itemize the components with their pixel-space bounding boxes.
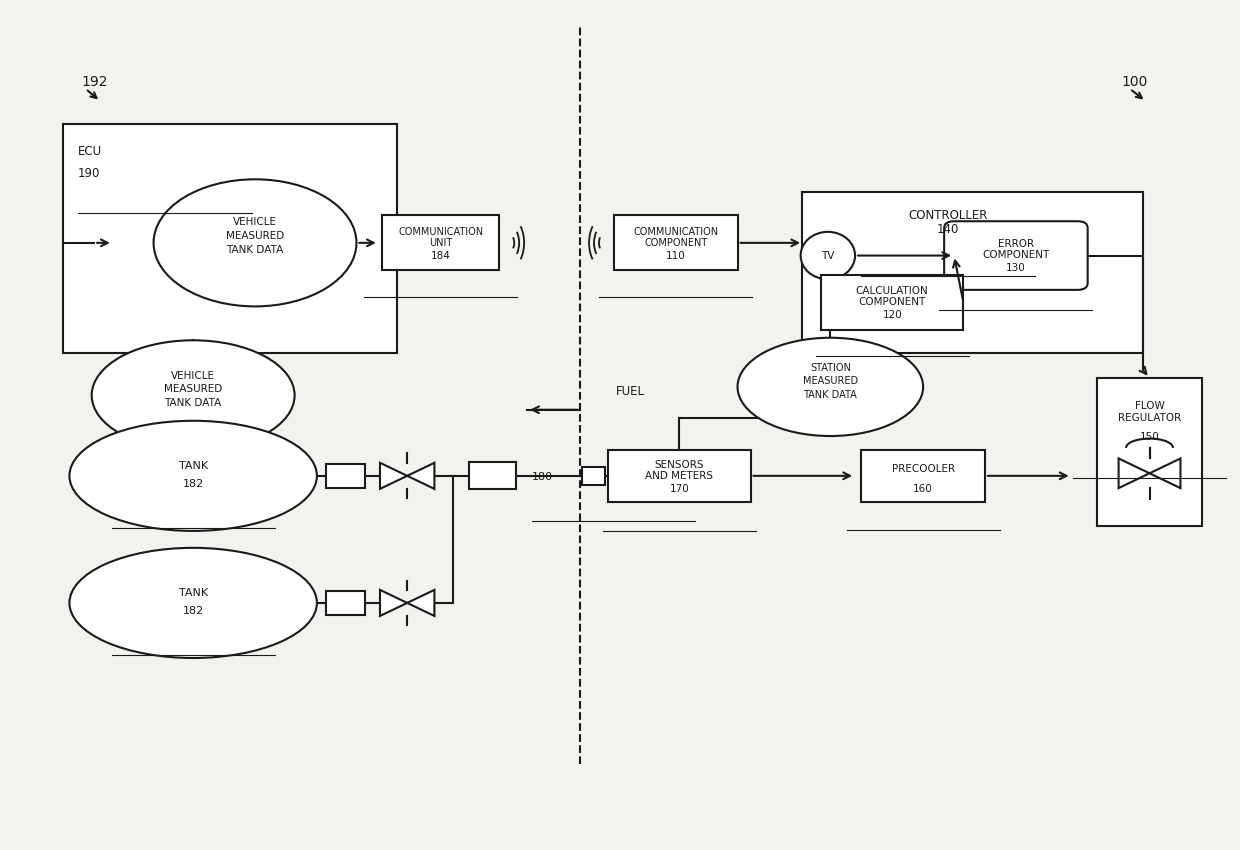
Text: 180: 180	[532, 472, 553, 482]
Text: 140: 140	[936, 223, 959, 235]
Text: TANK: TANK	[179, 461, 208, 471]
Bar	[614, 215, 738, 270]
Bar	[326, 464, 365, 488]
Text: UNIT: UNIT	[429, 238, 453, 248]
Text: 192: 192	[82, 75, 108, 89]
Text: 184: 184	[430, 251, 450, 261]
Text: STATION: STATION	[810, 363, 851, 373]
Text: VEHICLE: VEHICLE	[233, 217, 277, 227]
Text: COMPONENT: COMPONENT	[982, 250, 1049, 260]
Polygon shape	[1149, 458, 1180, 488]
Bar	[609, 450, 750, 502]
Text: MEASURED: MEASURED	[226, 231, 284, 241]
Text: COMPONENT: COMPONENT	[858, 298, 926, 307]
Text: VEHICLE: VEHICLE	[171, 371, 216, 381]
Ellipse shape	[69, 421, 317, 531]
Ellipse shape	[154, 179, 356, 306]
Text: REGULATOR: REGULATOR	[1118, 413, 1182, 423]
Ellipse shape	[92, 340, 295, 450]
Text: ECU: ECU	[78, 145, 102, 158]
Text: COMPONENT: COMPONENT	[644, 238, 707, 248]
Text: 182: 182	[182, 479, 203, 490]
Bar	[821, 275, 963, 330]
Polygon shape	[379, 462, 407, 489]
Text: TANK DATA: TANK DATA	[227, 246, 284, 256]
Text: CONTROLLER: CONTROLLER	[908, 209, 987, 222]
Bar	[583, 467, 605, 485]
Polygon shape	[1118, 458, 1149, 488]
Bar	[63, 124, 397, 353]
Bar	[862, 450, 985, 502]
Bar	[326, 591, 365, 615]
Text: 120: 120	[883, 310, 901, 320]
Text: 100: 100	[1121, 75, 1147, 89]
Text: 110: 110	[666, 251, 686, 261]
Polygon shape	[407, 462, 434, 489]
Text: FUEL: FUEL	[616, 384, 645, 398]
Text: 190: 190	[78, 167, 100, 179]
Ellipse shape	[738, 337, 923, 436]
Bar	[1097, 378, 1202, 526]
Text: TANK DATA: TANK DATA	[165, 398, 222, 408]
Text: TANK: TANK	[179, 587, 208, 598]
Text: MEASURED: MEASURED	[164, 384, 222, 394]
Text: AND METERS: AND METERS	[645, 471, 713, 481]
FancyBboxPatch shape	[944, 221, 1087, 290]
Polygon shape	[407, 590, 434, 616]
Text: 182: 182	[182, 606, 203, 616]
Bar	[802, 192, 1143, 353]
Text: FLOW: FLOW	[1135, 400, 1164, 411]
Text: COMMUNICATION: COMMUNICATION	[634, 227, 718, 237]
Ellipse shape	[69, 548, 317, 658]
Text: SENSORS: SENSORS	[655, 460, 704, 470]
Ellipse shape	[801, 232, 856, 280]
Polygon shape	[379, 590, 407, 616]
Bar	[382, 215, 500, 270]
Text: PRECOOLER: PRECOOLER	[892, 464, 955, 474]
Text: 170: 170	[670, 484, 689, 495]
Text: COMMUNICATION: COMMUNICATION	[398, 227, 484, 237]
Text: ERROR: ERROR	[998, 239, 1034, 249]
Text: 150: 150	[1140, 432, 1159, 442]
Text: TV: TV	[821, 251, 835, 261]
Text: CALCULATION: CALCULATION	[856, 286, 929, 296]
Text: TANK DATA: TANK DATA	[804, 389, 857, 400]
Text: 160: 160	[913, 484, 932, 494]
Text: MEASURED: MEASURED	[802, 376, 858, 386]
Text: 130: 130	[1006, 264, 1025, 273]
Bar	[469, 462, 516, 490]
